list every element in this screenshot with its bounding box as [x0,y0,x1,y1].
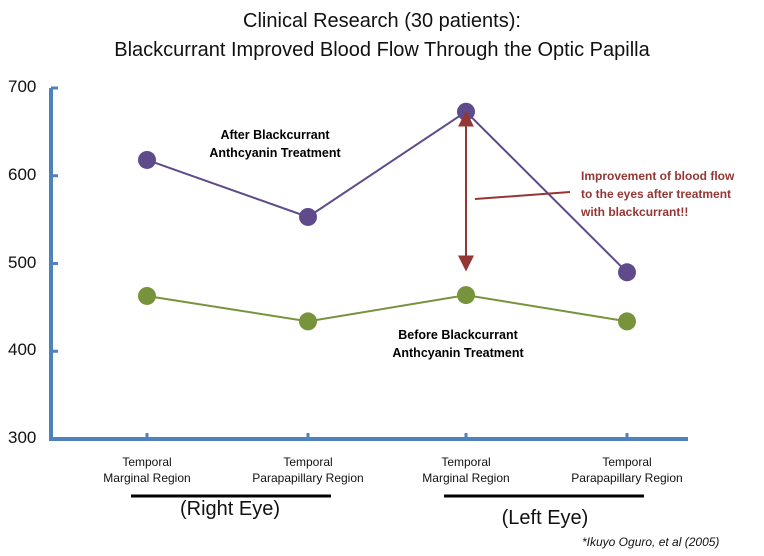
series-label-after-line1: After Blackcurrant [220,128,330,142]
data-point-series1 [618,312,636,331]
annotation-leader-line [474,191,571,200]
x-tick-label-line: Marginal Region [103,471,191,485]
y-tick-label: 300 [8,428,37,447]
annotation-line3: with blackcurrant!! [581,205,689,219]
x-tick-label-line: Temporal [283,455,333,469]
series-label-after-line2: Anthcyanin Treatment [209,146,341,160]
series-label-after: After Blackcurrant Anthcyanin Treatment [190,126,360,162]
x-tick-label: Temporal Marginal Region [391,454,541,486]
series-label-before: Before Blackcurrant Anthcyanin Treatment [373,326,543,362]
x-tick-label: Temporal Parapapillary Region [552,454,702,486]
annotation-line2: to the eyes after treatment [581,187,732,201]
data-point-series0 [138,150,156,169]
data-point-series0 [457,102,475,121]
x-tick-label-line: Temporal [441,455,491,469]
y-tick-label: 600 [8,164,37,184]
y-tick-label: 700 [8,77,37,96]
source-citation: *Ikuyo Oguro, et al (2005) [582,535,720,549]
series-line-1 [146,294,628,323]
data-point-series0 [299,207,317,226]
data-point-series1 [138,286,156,305]
series-label-before-line2: Anthcyanin Treatment [392,346,524,360]
annotation-line1: Improvement of blood flow [581,169,735,183]
x-tick-label-line: Parapapillary Region [252,471,364,485]
x-tick-label: Temporal Marginal Region [72,454,222,486]
x-tick-label-line: Temporal [602,455,652,469]
group-label-left-eye: (Left Eye) [501,507,589,529]
y-tick-label: 500 [8,252,37,272]
data-point-series1 [457,286,475,305]
data-point-series1 [299,312,317,331]
group-label-right-eye: (Right Eye) [179,498,281,520]
y-tick-label: 400 [8,340,37,360]
x-tick-label-line: Temporal [122,455,172,469]
chart-subtitle: Blackcurrant Improved Blood Flow Through… [114,39,650,61]
x-tick-label: Temporal Parapapillary Region [233,454,383,486]
data-point-series0 [618,263,636,282]
x-tick-label-line: Marginal Region [422,471,510,485]
x-tick-label-line: Parapapillary Region [571,471,683,485]
chart-title: Clinical Research (30 patients): [243,10,521,32]
series-label-before-line1: Before Blackcurrant [398,328,518,342]
series-line-0 [146,110,628,273]
annotation-text: Improvement of blood flow to the eyes af… [581,167,761,221]
